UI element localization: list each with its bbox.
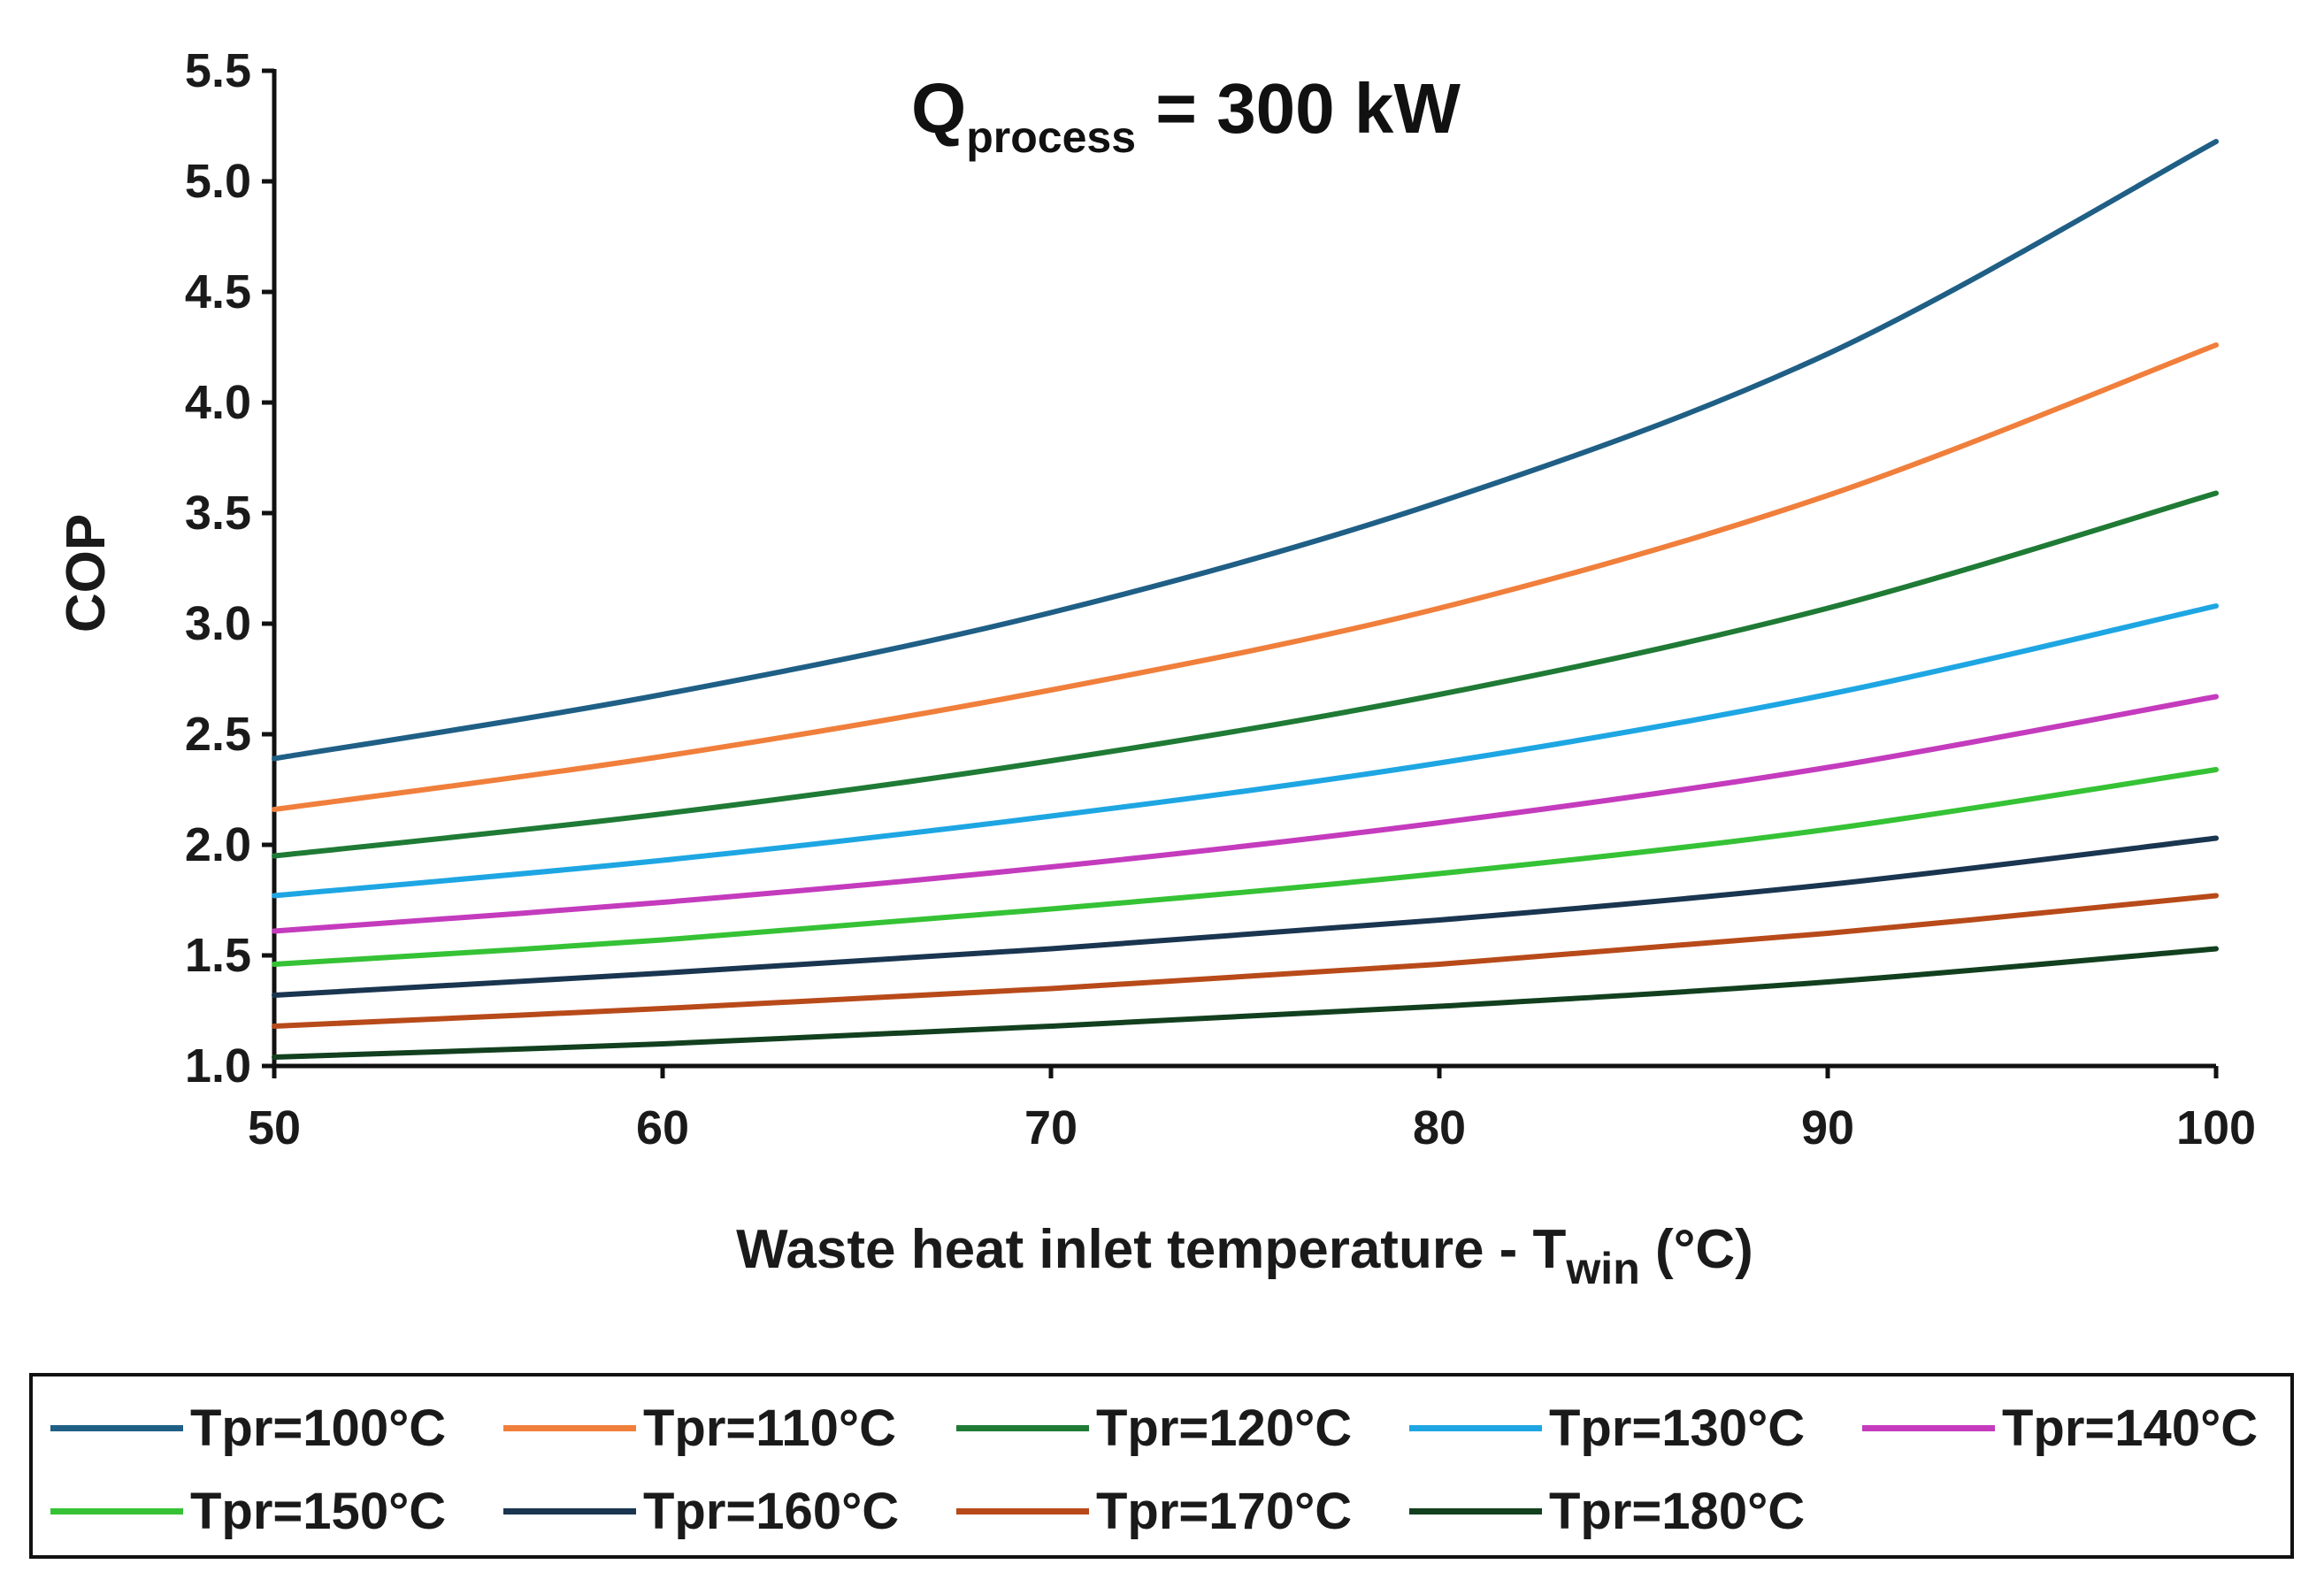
legend-item: Tpr=110°C: [503, 1392, 896, 1463]
legend-swatch: [1409, 1507, 1542, 1514]
legend-label: Tpr=160°C: [643, 1482, 900, 1540]
x-tick-label: 60: [636, 1101, 689, 1154]
series-line-6: [272, 767, 2219, 967]
chart-title-subscript: process: [966, 112, 1136, 162]
legend-item: Tpr=160°C: [503, 1476, 899, 1546]
series-lines: [272, 139, 2219, 1060]
legend-label: Tpr=100°C: [190, 1399, 447, 1457]
legend-swatch: [50, 1507, 183, 1514]
chart-title-main: Q: [911, 69, 966, 148]
x-tick-label: 100: [2176, 1101, 2256, 1154]
legend-swatch: [956, 1507, 1089, 1514]
legend-item: Tpr=130°C: [1409, 1392, 1805, 1463]
x-tick-label: 50: [248, 1101, 301, 1154]
legend-swatch: [1862, 1424, 1995, 1431]
y-tick-label: 3.5: [185, 487, 251, 540]
series-line-9: [272, 946, 2219, 1060]
legend-swatch: [503, 1507, 636, 1514]
x-axis-title-main: Waste heat inlet temperature - T: [736, 1219, 1566, 1280]
legend-swatch: [956, 1424, 1089, 1431]
y-tick-label: 5.0: [185, 155, 251, 208]
x-tick-label: 90: [1801, 1101, 1854, 1154]
legend-item: Tpr=120°C: [956, 1392, 1352, 1463]
series-line-3: [272, 490, 2219, 859]
legend-item: Tpr=180°C: [1409, 1476, 1805, 1546]
series-line-1: [272, 139, 2219, 762]
chart-title-rest: = 300 kW: [1136, 69, 1461, 148]
legend-swatch: [1409, 1424, 1542, 1431]
legend-label: Tpr=120°C: [1096, 1399, 1353, 1457]
series-line-2: [272, 342, 2219, 812]
legend-label: Tpr=110°C: [643, 1399, 896, 1457]
y-tick-label: 2.5: [185, 708, 251, 761]
legend-label: Tpr=130°C: [1549, 1399, 1806, 1457]
x-axis-title-rest: (°C): [1640, 1219, 1753, 1280]
legend-label: Tpr=170°C: [1096, 1482, 1353, 1540]
y-tick-label: 3.0: [185, 597, 251, 650]
y-ticks: 1.0 1.5 2.0 2.5 3.0 3.5 4.0 4.5 5.0 5.5: [185, 44, 274, 1093]
x-axis-title-subscript: win: [1565, 1244, 1639, 1293]
legend: Tpr=100°C Tpr=110°C Tpr=120°C Tpr=130°C …: [29, 1373, 2294, 1559]
y-tick-label: 1.0: [185, 1039, 251, 1093]
legend-label: Tpr=150°C: [190, 1482, 447, 1540]
y-tick-label: 1.5: [185, 929, 251, 982]
chart-title: Qprocess = 300 kW: [911, 69, 1461, 162]
series-line-8: [272, 893, 2219, 1029]
legend-item: Tpr=100°C: [50, 1392, 446, 1463]
legend-item: Tpr=150°C: [50, 1476, 446, 1546]
x-tick-label: 80: [1413, 1101, 1466, 1154]
legend-swatch: [50, 1424, 183, 1431]
y-axis-title: COP: [56, 514, 117, 633]
series-line-4: [272, 603, 2219, 899]
legend-label: Tpr=140°C: [2002, 1399, 2259, 1457]
y-tick-label: 5.5: [185, 44, 251, 97]
x-tick-label: 70: [1024, 1101, 1078, 1154]
series-line-5: [272, 694, 2219, 934]
legend-swatch: [503, 1424, 636, 1431]
y-tick-label: 4.0: [185, 376, 251, 429]
x-axis-title: Waste heat inlet temperature - Twin (°C): [736, 1219, 1753, 1293]
y-tick-label: 4.5: [185, 265, 251, 318]
series-line-7: [272, 835, 2219, 998]
legend-item: Tpr=170°C: [956, 1476, 1352, 1546]
x-ticks: 50 60 70 80 90 100: [248, 1066, 2256, 1154]
legend-item: Tpr=140°C: [1862, 1392, 2258, 1463]
y-tick-label: 2.0: [185, 818, 251, 871]
legend-label: Tpr=180°C: [1549, 1482, 1806, 1540]
